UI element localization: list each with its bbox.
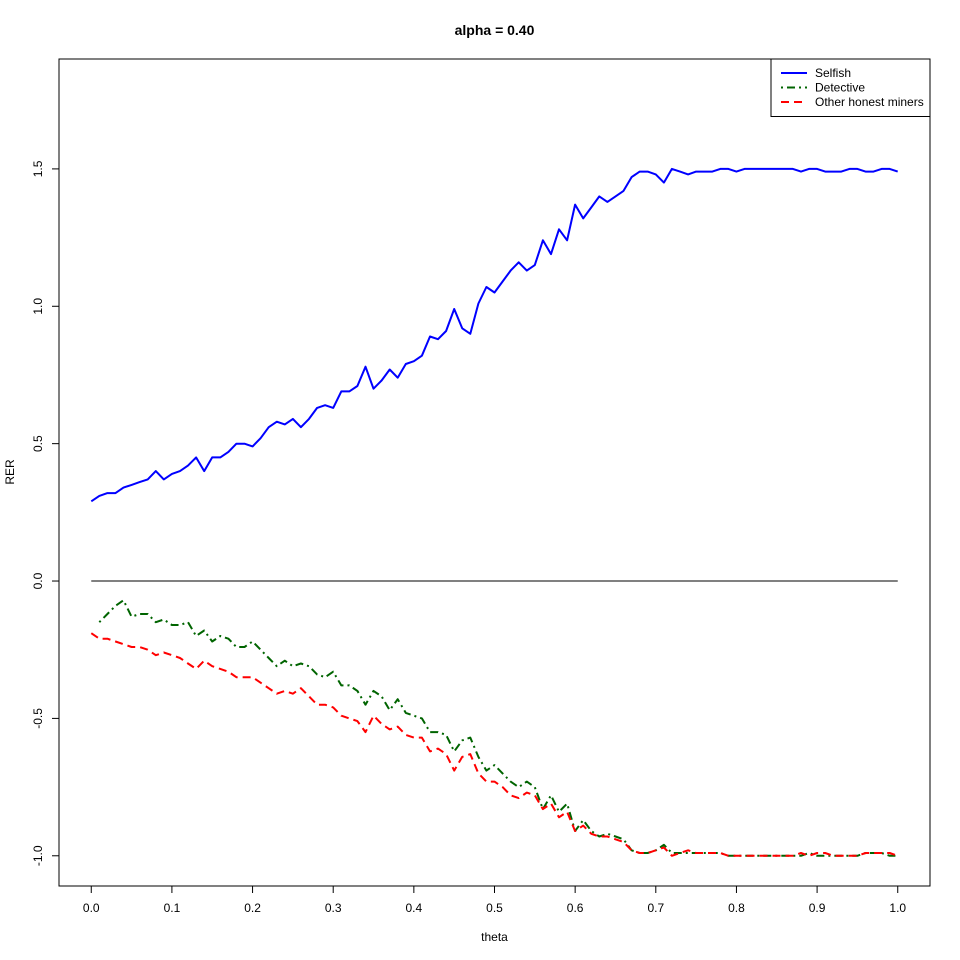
x-tick-label: 0.8: [728, 901, 745, 915]
series-line-selfish: [90, 167, 899, 503]
x-tick-label: 1.0: [889, 901, 906, 915]
y-tick-label: 1.5: [31, 160, 45, 177]
x-tick-label: 0.1: [164, 901, 181, 915]
chart-title: alpha = 0.40: [455, 22, 535, 38]
x-axis-label: theta: [481, 930, 508, 944]
series-line-other-honest-miners: [90, 632, 899, 857]
x-tick-label: 0.6: [567, 901, 584, 915]
x-tick-label: 0.0: [83, 901, 100, 915]
legend-box: [770, 58, 931, 117]
y-tick-label: 0.0: [31, 572, 45, 589]
x-axis: 0.0 0.1 0.2 0.3 0.4 0.5 0.6 0.7 0.8 0.9 1.0: [83, 885, 906, 915]
x-tick-label: 0.4: [406, 901, 423, 915]
legend-label: Detective: [815, 81, 865, 95]
x-tick-label: 0.7: [647, 901, 664, 915]
y-tick-label: 0.5: [31, 435, 45, 452]
y-axis: -1.0 -0.5 0.0 0.5 1.0 1.5: [31, 160, 60, 866]
legend-label: Other honest miners: [815, 95, 924, 109]
y-tick-label: 1.0: [31, 298, 45, 315]
x-tick-label: 0.3: [325, 901, 342, 915]
y-tick-label: -0.5: [31, 708, 45, 729]
y-axis-label: RER: [3, 459, 17, 485]
x-tick-label: 0.5: [486, 901, 503, 915]
x-tick-label: 0.2: [244, 901, 261, 915]
x-tick-label: 0.9: [809, 901, 826, 915]
legend-label: Selfish: [815, 66, 851, 80]
y-tick-label: -1.0: [31, 845, 45, 866]
plot-lines: [90, 167, 899, 857]
